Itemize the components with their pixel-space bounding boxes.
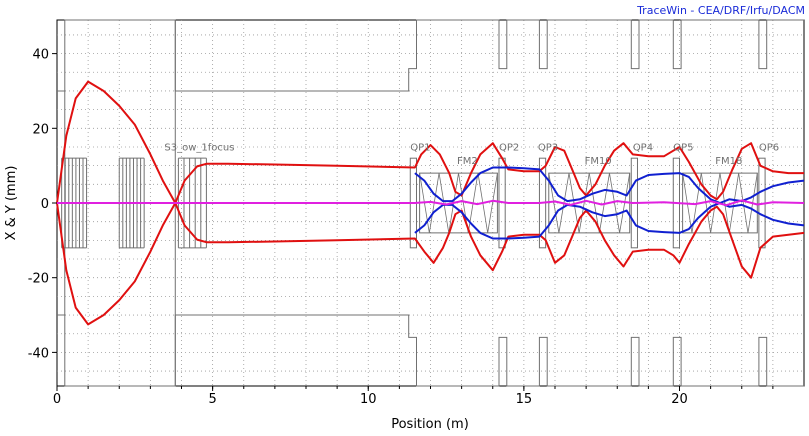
element-label: FM10	[585, 156, 612, 167]
element-label: FM18	[715, 156, 742, 167]
aperture-outline	[57, 19, 804, 387]
element-labels: S3_ow_1focus QP1 FM2 QP2 QP3 FM10 QP4 QP5 FM18 QP…	[164, 143, 779, 167]
aperture-line	[57, 19, 804, 92]
aperture-line	[57, 314, 804, 387]
cavity-cell	[419, 173, 440, 233]
element-label: QP4	[633, 143, 653, 154]
cavity-cell	[682, 173, 702, 233]
y-tick-label: -20	[28, 272, 49, 287]
series-line-y_envelope_lower	[414, 202, 805, 240]
y-axis-label: X & Y (mm)	[4, 166, 19, 241]
series-group	[56, 80, 805, 326]
x-tick-label: 20	[671, 392, 688, 407]
axis-ticks: 0 5 10 15 20 40 20 0 -20 -40	[28, 48, 774, 407]
element-label: QP1	[410, 143, 430, 154]
y-tick-label: 20	[32, 122, 49, 137]
element-label: QP5	[673, 143, 693, 154]
element-label: QP6	[759, 143, 779, 154]
x-tick-label: 15	[516, 392, 533, 407]
y-tick-label: 0	[41, 197, 49, 212]
x-tick-label: 5	[208, 392, 216, 407]
cavity-cell	[609, 173, 631, 233]
element-label: QP3	[538, 143, 558, 154]
x-tick-label: 10	[360, 392, 377, 407]
cavity-cell	[738, 173, 758, 233]
element-label: FM2	[457, 156, 478, 167]
series-line-centroid	[57, 199, 805, 207]
cavity-cell	[548, 173, 570, 233]
credit-text: TraceWin - CEA/DRF/Irfu/DACM	[636, 4, 805, 17]
x-tick-label: 0	[53, 392, 61, 407]
element-label: S3_ow_1focus	[164, 143, 234, 154]
series-line-y_envelope	[414, 166, 805, 204]
element-label: QP2	[499, 143, 519, 154]
cavity-cell	[477, 173, 498, 233]
series-line-x_envelope_lower	[56, 202, 805, 326]
x-axis-label: Position (m)	[391, 417, 469, 432]
cavity-cell	[568, 173, 590, 233]
y-tick-label: 40	[32, 48, 49, 63]
y-tick-label: -40	[28, 346, 49, 361]
series-line-x_envelope	[56, 80, 804, 204]
